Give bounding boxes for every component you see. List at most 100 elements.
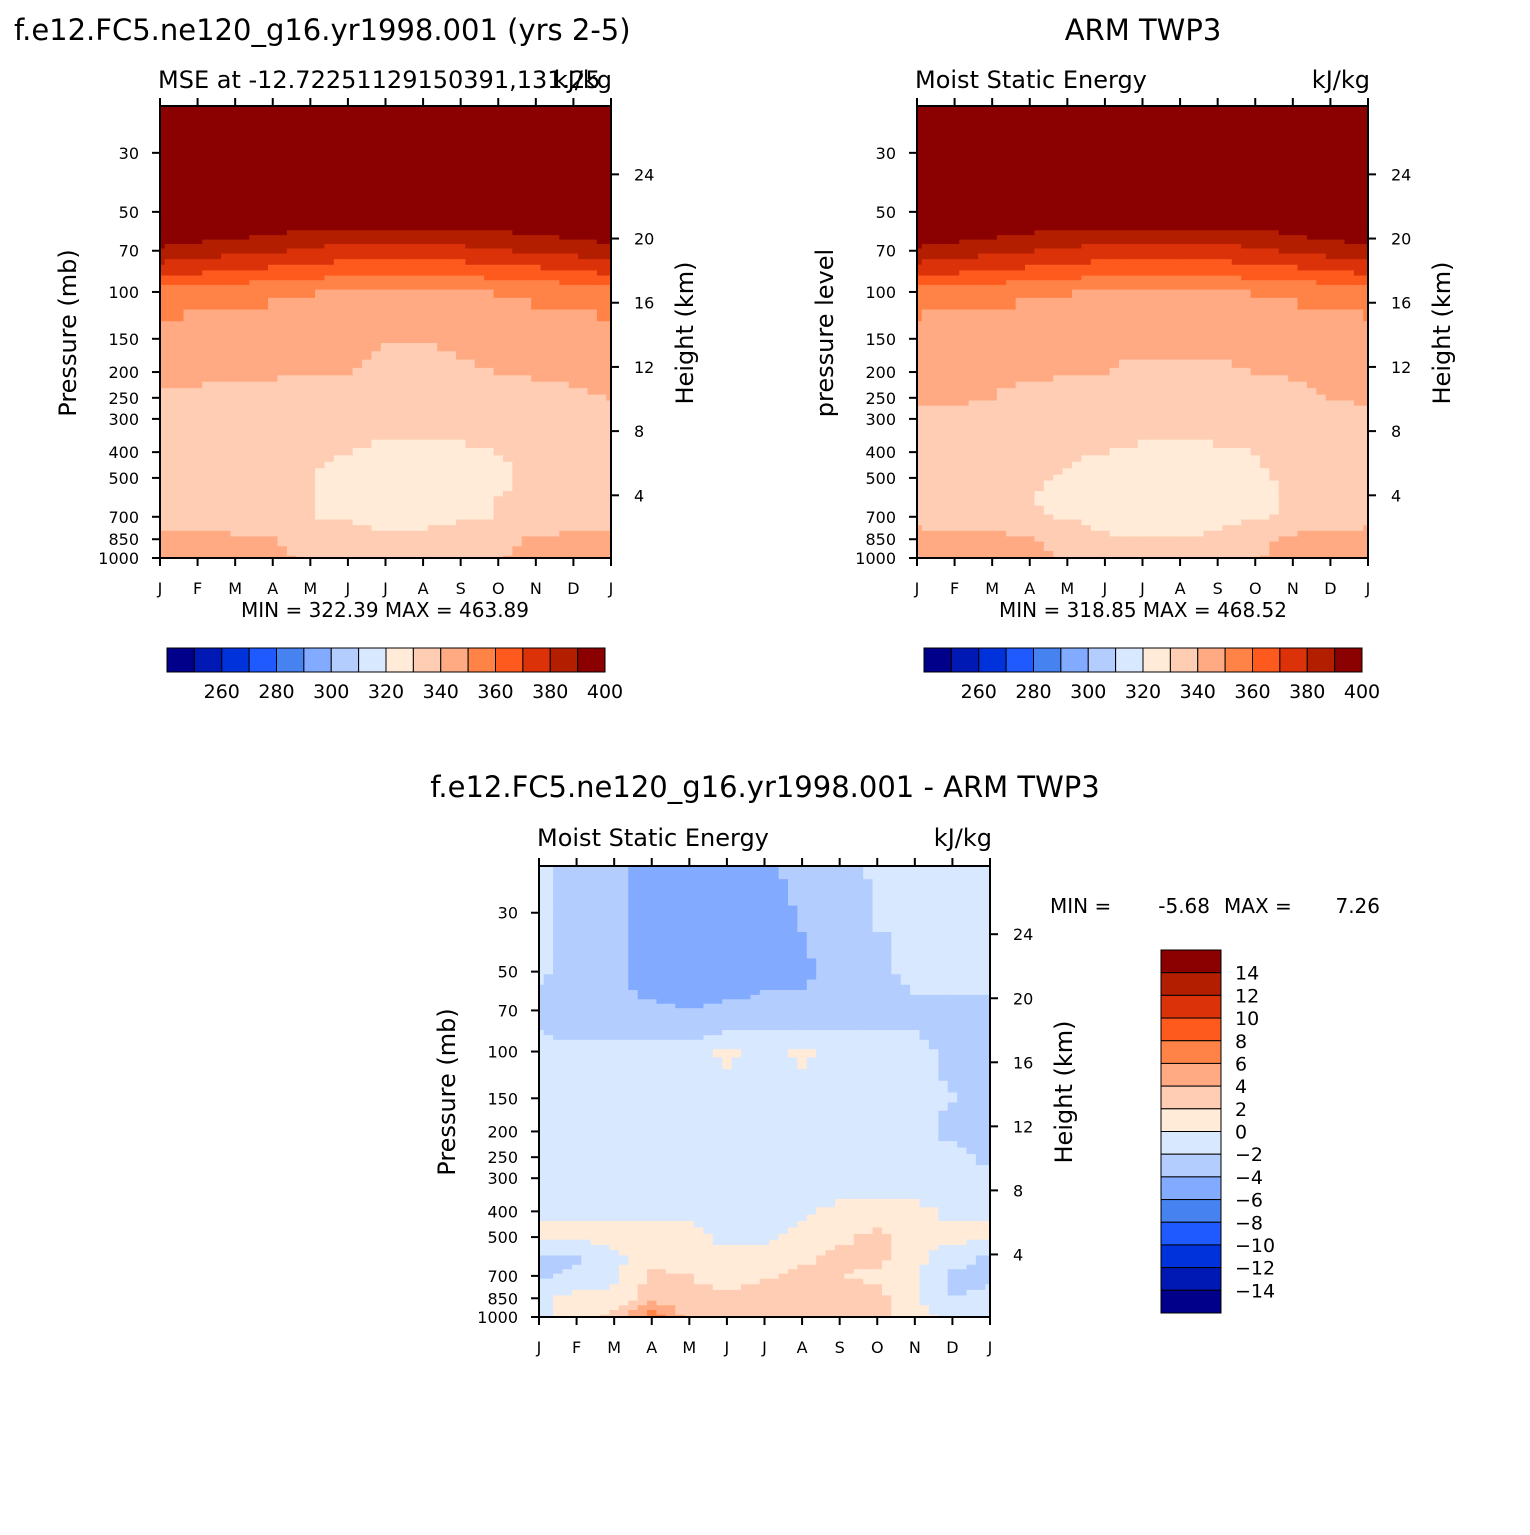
field-cell (1166, 199, 1176, 215)
field-cell (1147, 298, 1157, 310)
field-cell (1166, 411, 1176, 417)
field-cell (1194, 235, 1204, 240)
field-cell (1138, 395, 1148, 401)
field-cell (447, 343, 457, 352)
field-cell (1119, 375, 1129, 382)
field-cell (1110, 225, 1120, 231)
field-cell (512, 475, 522, 481)
field-cell (240, 333, 250, 344)
field-cell (193, 406, 203, 412)
field-cell (437, 546, 447, 551)
field-cell (1016, 259, 1026, 265)
field-cell (400, 215, 410, 221)
field-cell (1100, 406, 1110, 412)
field-cell (193, 486, 203, 492)
field-cell (978, 382, 988, 389)
field-cell (409, 249, 419, 255)
field-cell (578, 531, 588, 537)
field-cell (531, 146, 541, 173)
field-cell (1138, 368, 1148, 376)
field-cell (588, 343, 598, 352)
field-cell (1307, 240, 1317, 245)
field-cell (987, 395, 997, 401)
field-cell (193, 270, 203, 276)
field-cell (1016, 351, 1026, 360)
field-cell (1232, 146, 1242, 173)
field-cell (183, 395, 193, 401)
field-cell (1232, 290, 1242, 299)
field-cell (522, 455, 532, 462)
field-cell (597, 440, 607, 449)
field-cell (334, 546, 344, 551)
field-cell (437, 225, 447, 231)
field-cell (315, 468, 325, 475)
field-cell (597, 515, 607, 521)
field-cell (1222, 215, 1232, 221)
field-cell (541, 172, 551, 199)
field-cell (1175, 276, 1185, 281)
field-cell (240, 510, 250, 515)
field-cell (987, 382, 997, 389)
field-cell (1288, 290, 1298, 299)
field-cell (1204, 146, 1214, 173)
field-cell (922, 285, 932, 290)
field-cell (1251, 406, 1261, 412)
field-cell (1110, 244, 1120, 249)
field-cell (597, 520, 607, 526)
field-cell (959, 220, 969, 226)
field-cell (334, 280, 344, 285)
colorbar-box (468, 648, 495, 672)
field-cell (550, 333, 560, 344)
field-cell (1016, 215, 1026, 221)
field-cell (221, 382, 231, 389)
field-cell (1128, 388, 1138, 395)
field-cell (522, 510, 532, 515)
field-cell (193, 501, 203, 506)
field-cell (1044, 343, 1054, 352)
field-cell (259, 536, 269, 542)
field-cell (475, 546, 485, 551)
field-cell (1307, 259, 1317, 265)
field-cell (1288, 400, 1298, 406)
field-cell (578, 106, 588, 120)
field-cell (475, 400, 485, 406)
field-cell (277, 388, 287, 395)
field-cell (1025, 400, 1035, 406)
field-cell (259, 520, 269, 526)
field-cell (512, 510, 522, 515)
field-cell (559, 455, 569, 462)
field-cell (456, 310, 466, 322)
field-cell (1034, 254, 1044, 260)
field-cell (969, 406, 979, 412)
field-cell (522, 515, 532, 521)
field-cell (418, 431, 428, 440)
field-cell (1110, 119, 1120, 146)
field-cell (465, 481, 475, 487)
field-cell (306, 276, 316, 281)
field-cell (428, 172, 438, 199)
field-cell (334, 230, 344, 235)
field-cell (997, 235, 1007, 240)
field-cell (428, 146, 438, 173)
colorbar-box (249, 648, 276, 672)
field-cell (1110, 280, 1120, 285)
field-cell (221, 388, 231, 395)
field-cell (390, 551, 400, 556)
field-cell (277, 259, 287, 265)
field-cell (1006, 220, 1016, 226)
field-cell (588, 406, 598, 412)
field-cell (1025, 310, 1035, 322)
field-cell (418, 285, 428, 290)
field-cell (522, 225, 532, 231)
field-cell (1213, 199, 1223, 215)
field-cell (202, 431, 212, 440)
field-cell (174, 321, 184, 333)
field-cell (1326, 423, 1336, 432)
field-cell (1241, 235, 1251, 240)
field-cell (334, 343, 344, 352)
field-cell (1298, 225, 1308, 231)
field-cell (400, 510, 410, 515)
field-cell (456, 551, 466, 556)
field-cell (1110, 254, 1120, 260)
field-cell (1128, 290, 1138, 299)
